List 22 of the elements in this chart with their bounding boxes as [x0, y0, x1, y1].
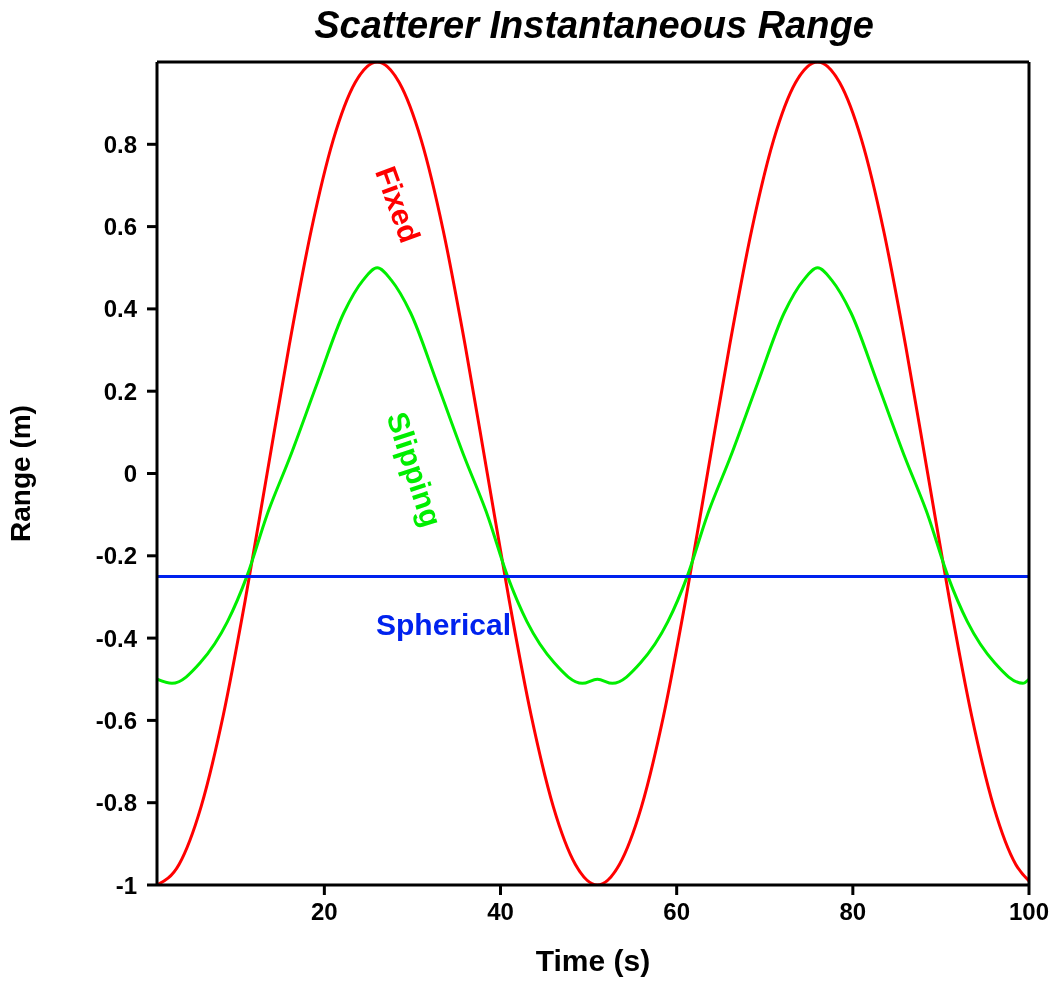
text: Slipping	[379, 408, 449, 532]
chart-title: Scatterer Instantaneous Range	[313, 4, 875, 47]
y-tick-label: 0.6	[103, 213, 137, 241]
y-tick-label: -1	[115, 871, 137, 899]
text: Fixed	[368, 162, 427, 248]
y-tick-label: -0.6	[95, 706, 137, 734]
x-axis-title: Time (s)	[535, 944, 651, 977]
y-tick-label: -0.8	[95, 789, 137, 817]
y-tick-label: -0.2	[95, 542, 137, 570]
x-tick-label: 60	[663, 898, 691, 926]
series-label: Spherical	[376, 608, 512, 642]
y-tick-label: 0.4	[103, 295, 138, 323]
line-series	[157, 266, 1029, 685]
x-tick-label: 40	[487, 898, 514, 926]
y-tick-label: 0	[123, 460, 137, 488]
x-tick-label: 100	[1008, 898, 1050, 926]
y-axis-title: Range (m)	[4, 405, 36, 542]
x-tick-label: 20	[311, 898, 338, 926]
x-tick-label: 80	[839, 898, 867, 926]
y-tick-label: -0.4	[95, 624, 138, 652]
y-tick-label: 0.8	[103, 130, 137, 158]
y-tick-label: 0.2	[103, 377, 137, 405]
